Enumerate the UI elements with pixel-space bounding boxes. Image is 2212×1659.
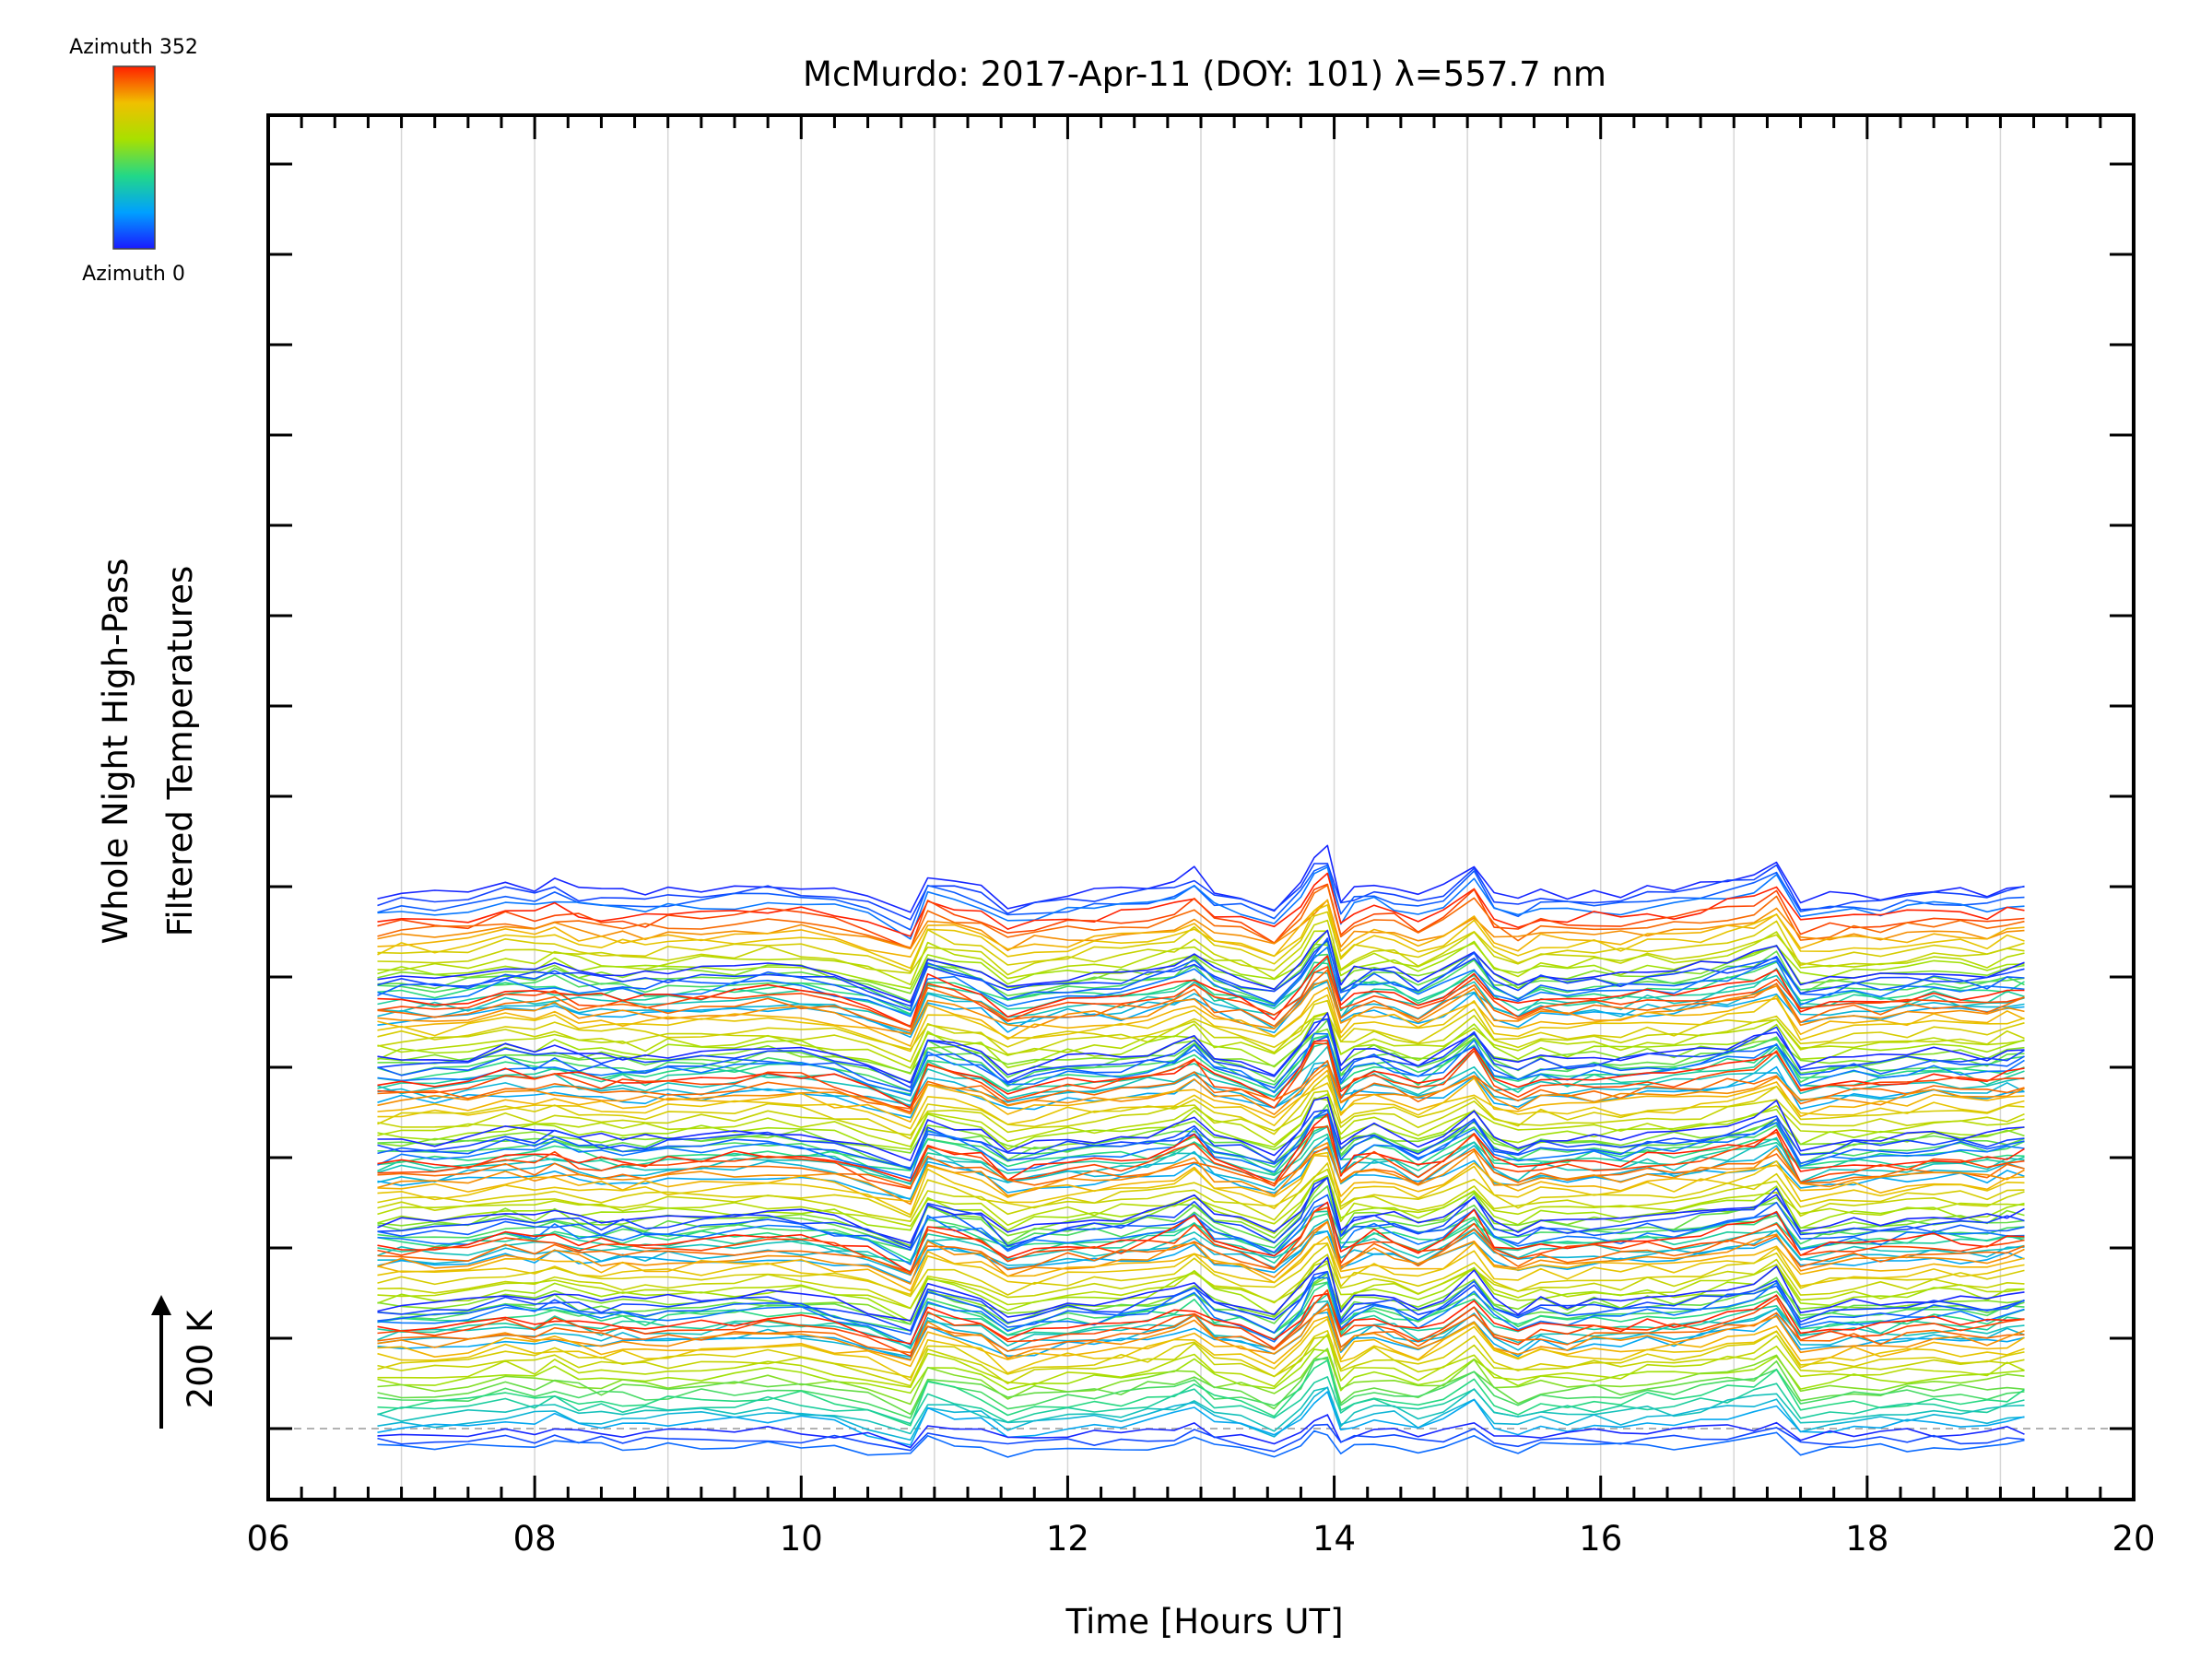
temperature-series-line <box>377 1109 2025 1171</box>
temperature-series-line <box>377 1065 2025 1115</box>
temperature-series-line <box>377 899 2025 952</box>
temperature-series-line <box>377 1042 2025 1113</box>
temperature-series-line <box>377 1243 2025 1298</box>
temperature-series-line <box>377 1034 2025 1092</box>
temperature-series-line <box>377 966 2025 1029</box>
temperature-series-line <box>377 1045 2025 1102</box>
colorbar-bottom-label: Azimuth 0 <box>82 263 185 286</box>
temperature-series-line <box>377 1423 2025 1453</box>
chart-title: McMurdo: 2017-Apr-11 (DOY: 101) λ=557.7 … <box>803 54 1606 94</box>
temperature-series-line <box>377 1347 2025 1406</box>
temperature-series-line <box>377 1230 2025 1284</box>
colorbar-top-label: Azimuth 352 <box>69 36 198 59</box>
temperature-series-line <box>377 1096 2025 1161</box>
temperature-series-line <box>377 1125 2025 1185</box>
temperature-series-line <box>377 1430 2025 1458</box>
temperature-series-line <box>377 1414 2025 1449</box>
temperature-series-line <box>377 1174 2025 1234</box>
temperature-series-line <box>377 1276 2025 1325</box>
temperature-series-line <box>377 1271 2025 1335</box>
temperature-series-line <box>377 969 2025 1032</box>
temperature-series-line <box>377 1060 2025 1110</box>
temperature-series-line <box>377 1136 2025 1201</box>
temperature-series-line <box>377 1256 2025 1322</box>
temperature-series-line <box>377 1012 2025 1063</box>
temperature-series-line <box>377 1242 2025 1296</box>
temperature-series-line <box>377 929 2025 990</box>
temperature-series-line <box>377 1376 2025 1425</box>
scale-bar-label: 200 K <box>181 1309 220 1408</box>
temperature-series-line <box>377 1028 2025 1074</box>
temperature-series-line <box>377 1142 2025 1206</box>
temperature-series-line <box>377 1176 2025 1249</box>
temperature-series-line <box>377 1112 2025 1179</box>
temperature-series-line <box>377 1335 2025 1387</box>
temperature-series-line <box>377 1386 2025 1435</box>
temperature-series-line <box>377 1032 2025 1097</box>
temperature-series-group <box>377 844 2025 1458</box>
x-tick-label-08: 08 <box>513 1519 557 1559</box>
x-tick-label-06: 06 <box>246 1519 289 1559</box>
temperature-series-line <box>377 929 2025 1004</box>
colorbar-legend: Azimuth 352 Azimuth 0 <box>69 36 198 286</box>
temperature-series-line <box>377 1315 2025 1368</box>
temperature-series-line <box>377 1154 2025 1203</box>
scale-bar: 200 K <box>151 1295 220 1429</box>
temperature-series-line <box>377 1277 2025 1346</box>
temperature-series-line <box>377 1292 2025 1345</box>
temperature-series-line <box>377 1168 2025 1222</box>
temperature-series-line <box>377 872 2025 937</box>
temperature-series-line <box>377 1069 2025 1123</box>
temperature-series-line <box>377 1133 2025 1184</box>
temperature-series-line <box>377 1125 2025 1190</box>
temperature-series-line <box>377 1359 2025 1427</box>
temperature-series-line <box>377 1386 2025 1441</box>
temperature-series-line <box>377 1391 2025 1446</box>
colorbar-gradient <box>112 65 156 250</box>
scale-bar-arrowhead <box>151 1295 171 1315</box>
temperature-series-line <box>377 1288 2025 1358</box>
x-axis-label: Time [Hours UT] <box>1065 1602 1343 1641</box>
temperature-series-line <box>377 1082 2025 1130</box>
temperature-series-line <box>377 1201 2025 1274</box>
temperature-series-line <box>377 1176 2025 1228</box>
temperature-series-line <box>377 1308 2025 1361</box>
temperature-series-line <box>377 1348 2025 1394</box>
x-tick-label-12: 12 <box>1046 1519 1089 1559</box>
x-tick-label-14: 14 <box>1312 1519 1356 1559</box>
temperature-series-line <box>377 1334 2025 1388</box>
x-tick-labels: 06 08 10 12 14 16 18 20 <box>246 1519 2155 1559</box>
temperature-series-line <box>377 863 2025 921</box>
temperature-series-line <box>377 939 2025 1007</box>
temperature-series-line <box>377 1253 2025 1310</box>
temperature-series-line <box>377 1270 2025 1332</box>
temperature-series-line <box>377 994 2025 1053</box>
temperature-series-line <box>377 1074 2025 1140</box>
x-tick-label-20: 20 <box>2112 1519 2155 1559</box>
axis-ticks <box>266 115 2136 1500</box>
temperature-series-line <box>377 1220 2025 1276</box>
temperature-series-line <box>377 1089 2025 1136</box>
temperature-series-line <box>377 1220 2025 1285</box>
x-tick-label-10: 10 <box>780 1519 823 1559</box>
y-axis-label-line-1: Whole Night High-Pass <box>96 559 135 945</box>
temperature-series-line <box>377 866 2025 940</box>
x-tick-label-18: 18 <box>1845 1519 1888 1559</box>
temperature-series-line <box>377 1358 2025 1416</box>
x-tick-label-16: 16 <box>1579 1519 1622 1559</box>
y-axis-label-line-2: Filtered Temperatures <box>160 566 200 936</box>
temperature-series-line <box>377 1260 2025 1310</box>
temperature-series-line <box>377 1018 2025 1088</box>
temperature-series-line <box>377 953 2025 1010</box>
temperature-series-line <box>377 844 2025 913</box>
temperature-series-line <box>377 911 2025 973</box>
temperature-series-line <box>377 955 2025 1028</box>
temperature-series-line <box>377 1273 2025 1325</box>
temperature-series-line <box>377 904 2025 970</box>
temperature-series-line <box>377 1011 2025 1069</box>
temperature-series-line <box>377 1229 2025 1277</box>
temperature-series-line <box>377 937 2025 1012</box>
